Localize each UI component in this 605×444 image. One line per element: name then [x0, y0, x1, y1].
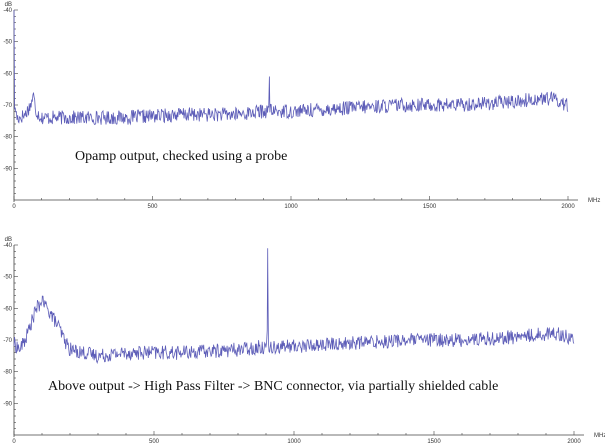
- x-tick-label: 1000: [284, 204, 298, 210]
- y-tick-label: -60: [3, 306, 12, 312]
- chart-annotation: Above output -> High Pass Filter -> BNC …: [48, 379, 498, 394]
- y-axis-unit-label: dB: [5, 2, 12, 8]
- y-tick-label: -50: [3, 275, 12, 281]
- x-axis-unit-label: MHz: [594, 433, 605, 439]
- spectrum-chart-bottom: Above output -> High Pass Filter -> BNC …: [3, 237, 605, 444]
- x-tick-label: 2000: [567, 439, 581, 444]
- x-tick-label: 1500: [427, 439, 441, 444]
- spectrum-chart-top: Opamp output, checked using a probe -40 -…: [3, 2, 600, 210]
- y-tick-label: -70: [3, 103, 12, 109]
- y-tick-label: -80: [3, 370, 12, 376]
- y-tick-label: -70: [3, 338, 12, 344]
- y-tick-label: -80: [3, 135, 12, 141]
- y-axis-unit-label: dB: [5, 237, 12, 243]
- spectrum-series-line: [13, 9, 569, 126]
- x-tick-label: 500: [147, 204, 158, 210]
- x-tick-label: 2000: [561, 204, 575, 210]
- x-axis-unit-label: MHz: [588, 198, 600, 204]
- y-tick-label: -40: [3, 243, 12, 249]
- chart-annotation: Opamp output, checked using a probe: [75, 149, 287, 164]
- y-tick-label: -90: [3, 401, 12, 407]
- x-tick-label: 500: [149, 439, 160, 444]
- x-tick-label: 0: [12, 439, 16, 444]
- y-tick-label: -90: [3, 166, 12, 172]
- x-tick-label: 0: [12, 204, 16, 210]
- x-tick-label: 1500: [423, 204, 437, 210]
- x-tick-label: 1000: [287, 439, 301, 444]
- spectrum-series-line: [13, 248, 575, 364]
- y-tick-label: -50: [3, 40, 12, 46]
- y-tick-label: -40: [3, 8, 12, 14]
- y-tick-label: -60: [3, 71, 12, 77]
